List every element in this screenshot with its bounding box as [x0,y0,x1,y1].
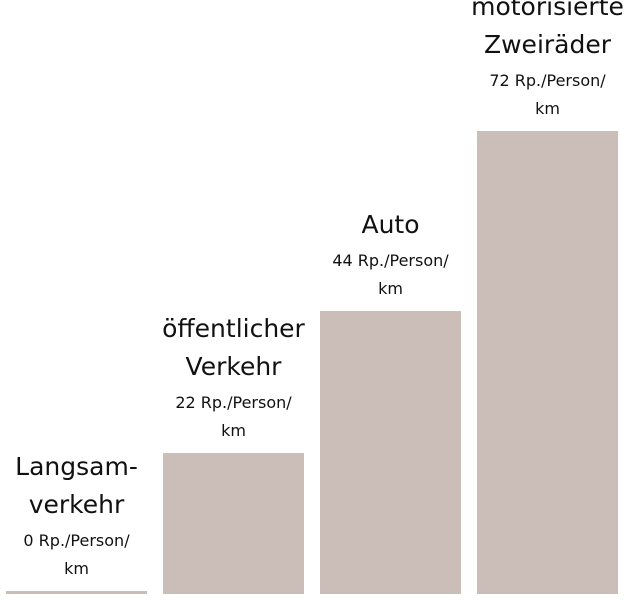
value-label-line: 0 Rp./Person/ [23,531,130,550]
value-label-line: 22 Rp./Person/ [175,392,292,412]
value-label-line: km [221,420,246,440]
category-name-line: öffentlicher [162,313,305,343]
bar-1 [163,452,304,594]
category-name-line: Auto [361,210,420,240]
value-label: 0 Rp./Person/km [0,527,167,583]
value-label-line: km [64,559,89,578]
category-name-line: Langsam- [15,452,138,481]
category-name: motorisierte Zweiräder [458,0,625,64]
category-name: Langsam-verkehr [0,448,167,524]
value-label-line: km [378,279,403,299]
value-label: 22 Rp./Person/km [144,389,324,445]
category-name-line: Verkehr [185,351,282,381]
category-name-line: Zweiräder [483,30,612,59]
bar-0 [6,591,147,594]
bar-label-0: Langsam-verkehr 0 Rp./Person/km [0,448,167,583]
value-label-line: 72 Rp./Person/ [489,71,606,90]
value-label-line: 44 Rp./Person/ [332,251,449,271]
bar-label-2: Auto 44 Rp./Person/km [301,206,481,303]
category-name: Auto [301,206,481,244]
bar-label-3: motorisierte Zweiräder 72 Rp./Person/km [458,0,625,123]
value-label: 44 Rp./Person/km [301,247,481,303]
bar-label-1: öffentlicher Verkehr 22 Rp./Person/km [144,310,324,445]
category-name-line: verkehr [28,490,125,519]
bar-3 [477,131,618,594]
value-label: 72 Rp./Person/km [458,67,625,123]
category-name-line: motorisierte [471,0,624,21]
category-name: öffentlicher Verkehr [144,310,324,386]
bar-2 [320,311,461,594]
value-label-line: km [535,99,560,118]
